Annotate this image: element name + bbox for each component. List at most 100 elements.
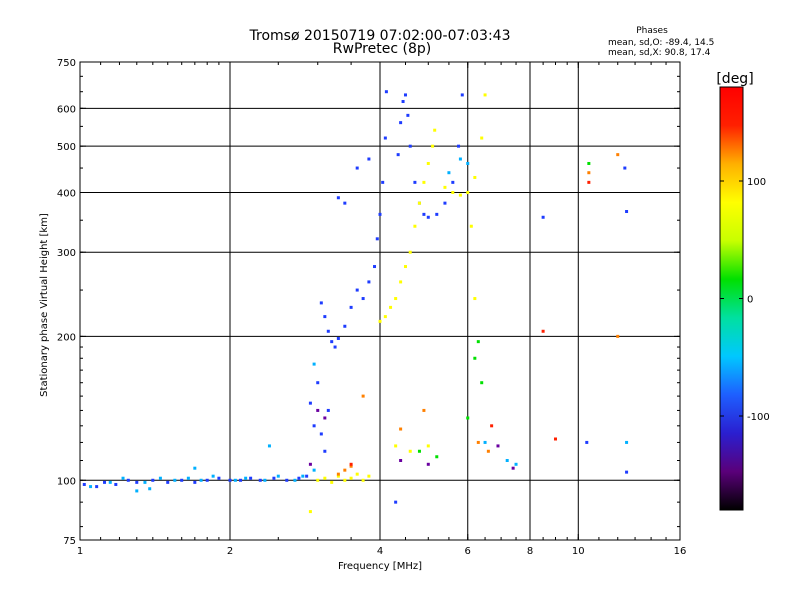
data-point-s0-34 xyxy=(381,180,385,184)
data-point-s2-0 xyxy=(316,478,320,482)
colorbar-tick-label--100: -100 xyxy=(747,412,770,423)
data-point-s0-37 xyxy=(396,153,400,157)
data-point-s1-9 xyxy=(233,478,237,482)
colorbar-tick-label-0: 0 xyxy=(747,295,753,306)
data-point-s2-6 xyxy=(355,472,359,476)
data-point-s0-0 xyxy=(82,482,86,486)
colorbar: 100 0 -100 xyxy=(719,86,770,511)
data-point-s1-24 xyxy=(514,462,518,466)
data-point-s1-4 xyxy=(158,476,162,480)
data-point-s0-22 xyxy=(326,329,330,333)
data-point-s5-0 xyxy=(476,340,480,344)
data-point-s1-14 xyxy=(267,444,271,448)
data-point-s2-32 xyxy=(394,444,398,448)
data-point-s2-31 xyxy=(473,297,477,301)
data-point-s5-5 xyxy=(480,381,484,385)
data-point-s0-2 xyxy=(103,480,107,484)
data-point-s0-15 xyxy=(258,478,262,482)
data-point-s0-3 xyxy=(114,482,118,486)
data-point-s0-26 xyxy=(343,324,347,328)
data-point-s0-41 xyxy=(406,113,410,117)
x-axis-label: Frequency [MHz] xyxy=(338,561,422,572)
data-point-s0-38 xyxy=(399,121,403,125)
data-point-s0-62 xyxy=(394,500,398,504)
phase-box-line-o: mean, sd,O: -89.4, 14.5 xyxy=(608,38,714,48)
data-point-s2-16 xyxy=(413,224,417,228)
data-point-s0-17 xyxy=(285,478,289,482)
data-point-s3-8 xyxy=(399,427,403,431)
y-tick-label-200: 200 xyxy=(57,332,76,343)
data-point-s0-19 xyxy=(305,474,309,478)
data-point-s4-3 xyxy=(553,437,557,441)
plot-area xyxy=(80,62,680,540)
data-point-s0-24 xyxy=(333,345,337,349)
data-point-s1-22 xyxy=(483,440,487,444)
data-point-s6-3 xyxy=(426,462,430,466)
data-point-s0-13 xyxy=(239,478,243,482)
data-point-s0-27 xyxy=(349,305,353,309)
data-point-s0-53 xyxy=(367,157,371,161)
data-point-s1-1 xyxy=(108,480,112,484)
data-point-s3-5 xyxy=(422,408,426,412)
data-point-s3-9 xyxy=(361,394,365,398)
data-point-s0-42 xyxy=(408,144,412,148)
colorbar-tick-label-100: 100 xyxy=(747,177,766,188)
data-point-s2-25 xyxy=(466,190,470,194)
data-points xyxy=(82,90,629,514)
data-point-s1-2 xyxy=(121,476,125,480)
data-point-s5-6 xyxy=(466,416,470,420)
data-point-s6-0 xyxy=(316,408,320,412)
data-point-s0-35 xyxy=(383,136,387,140)
data-point-s0-51 xyxy=(460,93,464,97)
data-point-s0-54 xyxy=(308,401,312,405)
data-point-s0-57 xyxy=(319,432,323,436)
data-point-s2-29 xyxy=(308,510,312,514)
data-point-s3-10 xyxy=(616,334,620,338)
data-point-s2-4 xyxy=(343,478,347,482)
data-point-s2-3 xyxy=(336,474,340,478)
data-point-s1-11 xyxy=(263,478,267,482)
data-point-s0-48 xyxy=(443,201,447,205)
data-point-s2-5 xyxy=(349,476,353,480)
y-axis-label: Stationary phase Virtual Height [km] xyxy=(39,213,50,397)
data-point-s1-7 xyxy=(199,478,203,482)
data-point-s3-4 xyxy=(486,449,490,453)
x-tick-label-4: 4 xyxy=(377,546,383,557)
chart-subtitle: RwPretec (8p) xyxy=(333,41,431,57)
data-point-s2-11 xyxy=(389,305,393,309)
data-point-s3-7 xyxy=(587,171,591,175)
data-point-s2-30 xyxy=(469,224,473,228)
data-point-s0-1 xyxy=(95,485,99,489)
data-point-s6-5 xyxy=(511,466,515,470)
data-point-s1-20 xyxy=(312,362,316,366)
data-point-s0-5 xyxy=(135,480,139,484)
data-point-s0-28 xyxy=(355,288,359,292)
data-point-s1-21 xyxy=(193,466,197,470)
data-point-s1-6 xyxy=(186,476,190,480)
data-point-s0-4 xyxy=(126,478,130,482)
data-point-s1-25 xyxy=(625,440,629,444)
data-point-s2-14 xyxy=(403,265,407,269)
x-tick-label-1: 1 xyxy=(77,546,83,557)
data-point-s0-29 xyxy=(361,297,365,301)
data-point-s0-10 xyxy=(205,478,209,482)
chart-title: Tromsø 20150719 07:02:00-07:03:43 xyxy=(249,28,511,44)
x-tick-label-10: 10 xyxy=(572,546,585,557)
colorbar-label: [deg] xyxy=(716,71,753,87)
data-point-s0-6 xyxy=(151,478,155,482)
data-point-s0-31 xyxy=(373,265,377,269)
data-point-s0-63 xyxy=(623,166,627,170)
data-point-s1-10 xyxy=(244,476,248,480)
data-point-s3-3 xyxy=(476,440,480,444)
data-point-s0-33 xyxy=(378,212,382,216)
data-point-s2-26 xyxy=(473,175,477,179)
data-point-s2-22 xyxy=(443,185,447,189)
data-point-s0-59 xyxy=(326,408,330,412)
data-point-s2-1 xyxy=(323,476,327,480)
data-point-s3-6 xyxy=(616,153,620,157)
data-point-s0-67 xyxy=(343,201,347,205)
data-point-s2-27 xyxy=(480,136,484,140)
data-point-s1-0 xyxy=(89,485,93,489)
data-point-s1-8 xyxy=(211,474,215,478)
data-point-s0-55 xyxy=(312,424,316,428)
